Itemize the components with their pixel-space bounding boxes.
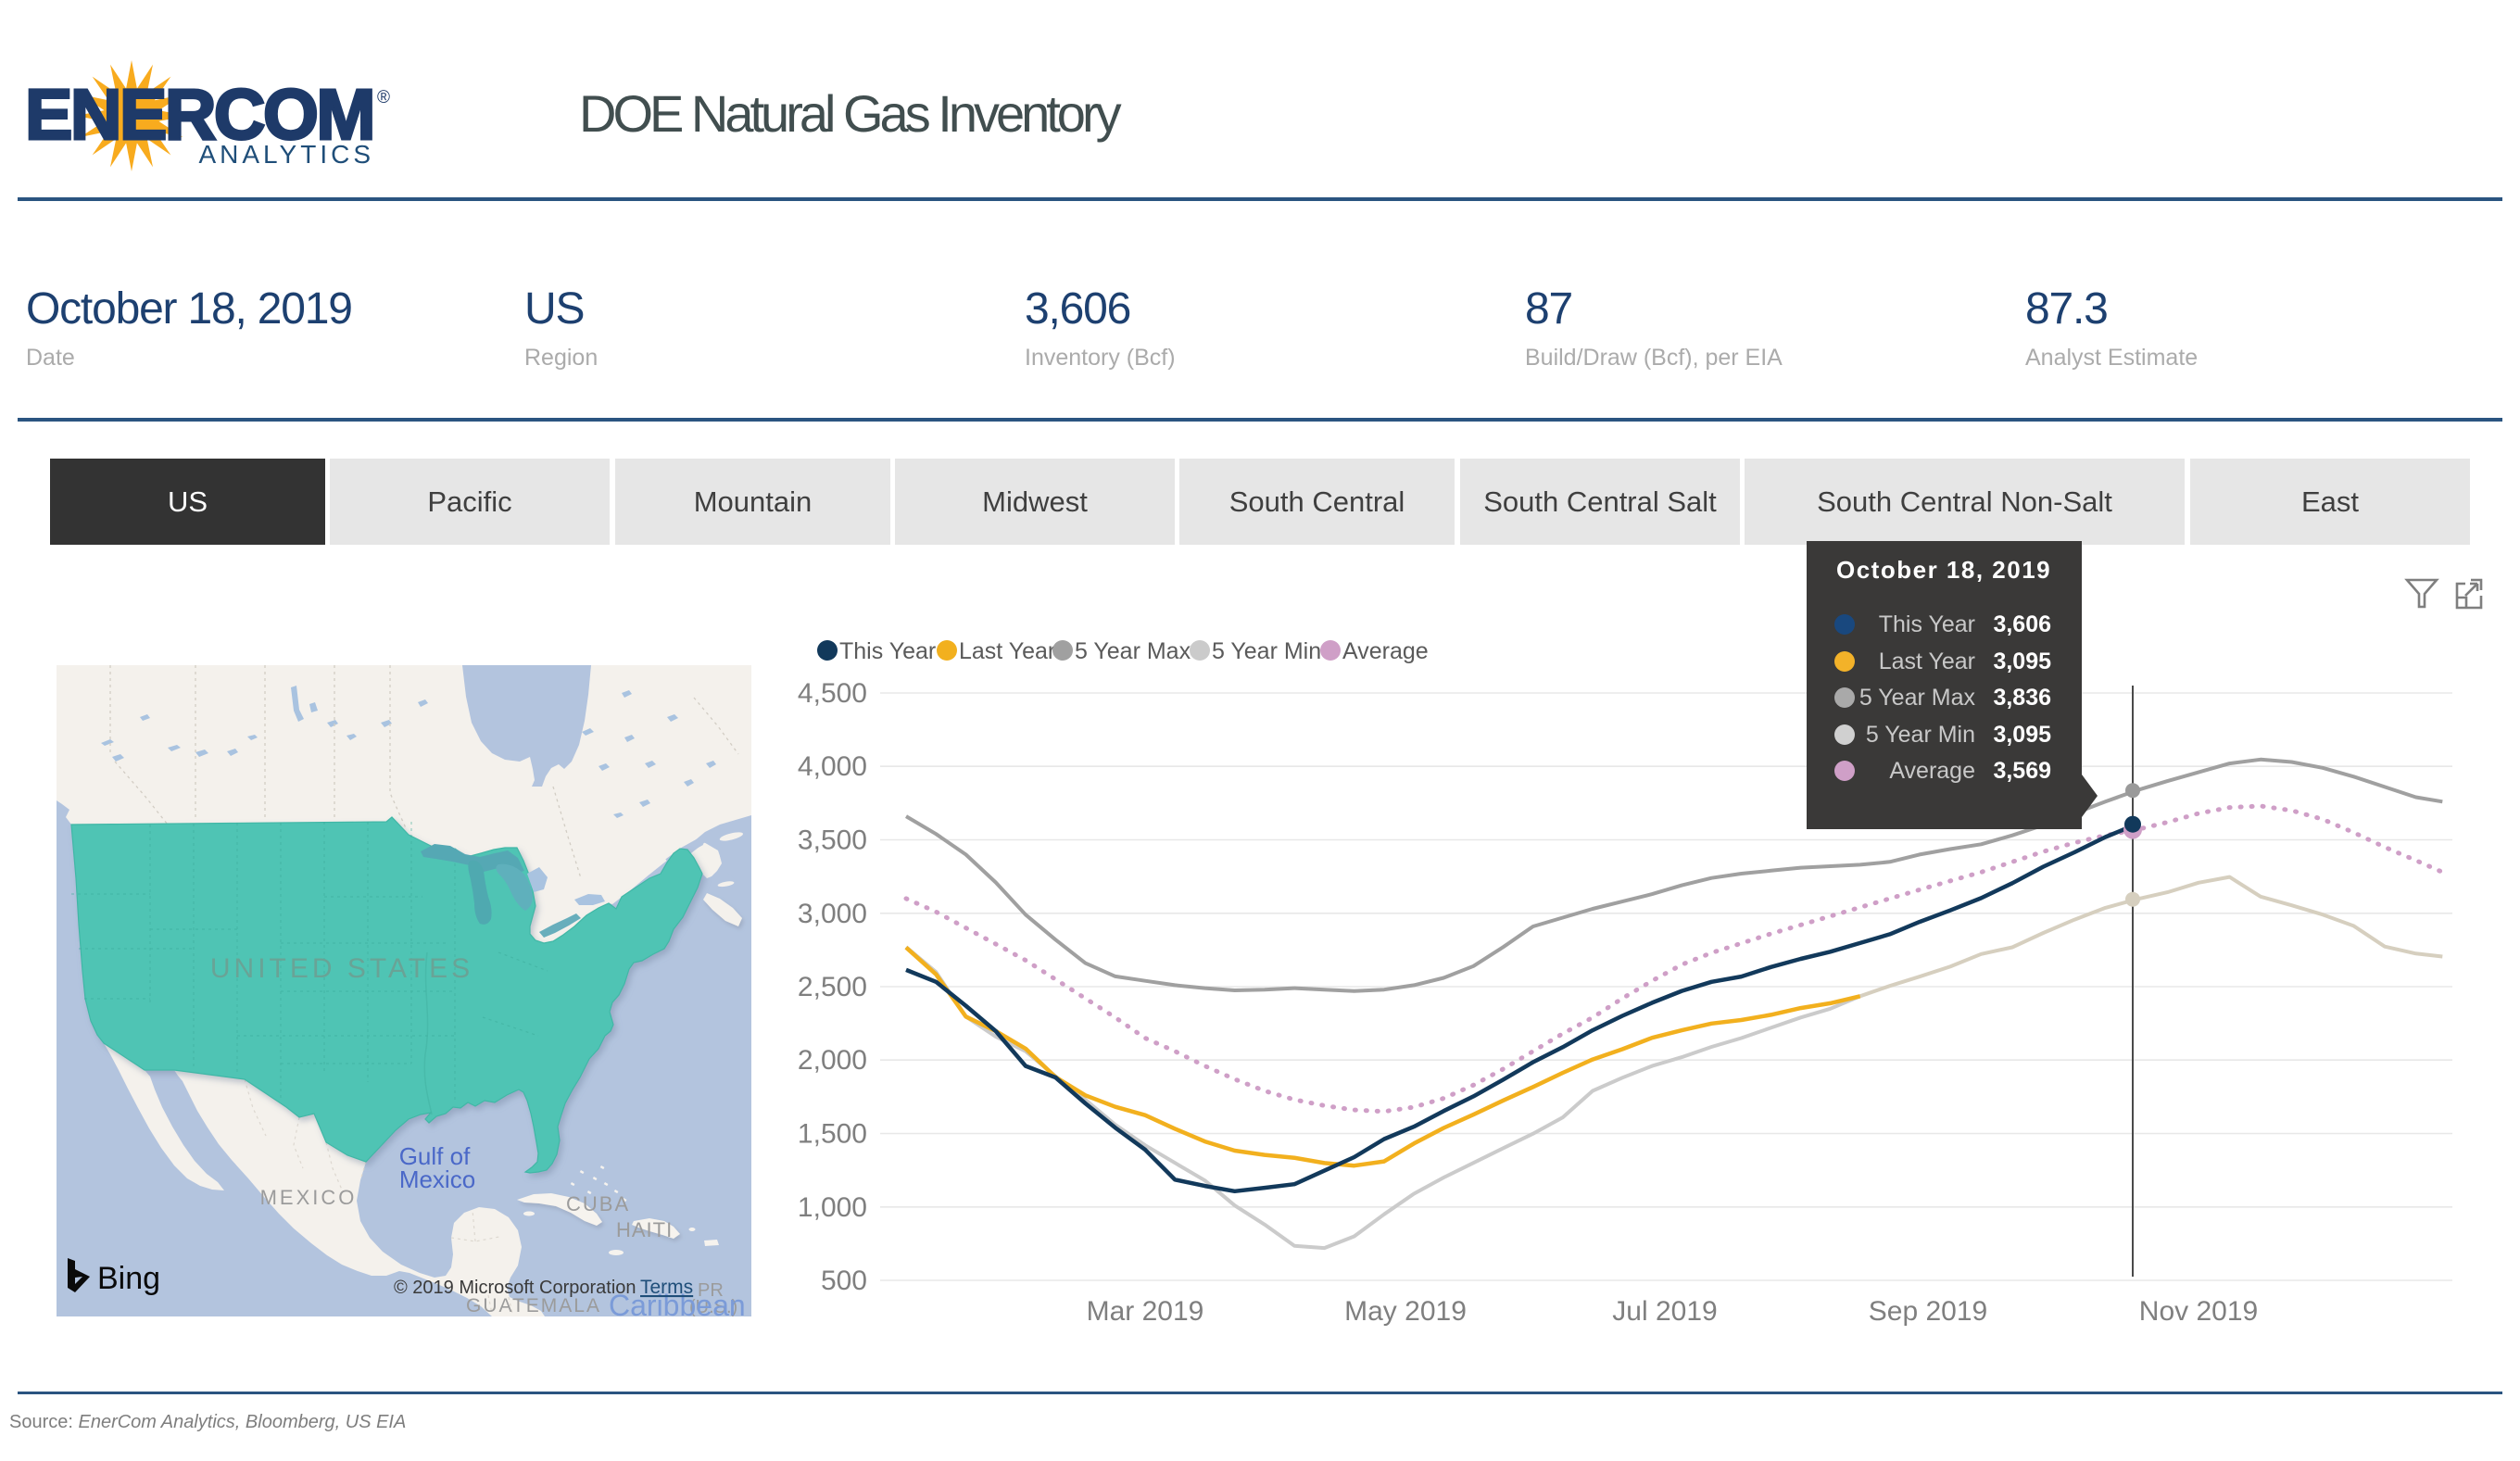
svg-text:(U.S.): (U.S.) [689,1297,737,1316]
svg-text:Last Year: Last Year [959,638,1055,664]
svg-text:CUBA: CUBA [566,1192,630,1215]
svg-text:500: 500 [821,1266,867,1296]
svg-text:5 Year Min: 5 Year Min [1212,638,1321,664]
svg-text:HAITI: HAITI [616,1218,673,1241]
svg-text:UNITED STATES: UNITED STATES [210,953,473,984]
svg-text:This Year: This Year [839,638,936,664]
svg-text:3,500: 3,500 [798,825,867,856]
svg-text:Bing: Bing [97,1261,160,1296]
svg-text:Caribbean Sea: Caribbean Sea [609,1289,751,1316]
svg-text:© 2019 Microsoft Corporation: © 2019 Microsoft Corporation [394,1278,636,1298]
svg-text:Nov 2019: Nov 2019 [2139,1296,2258,1327]
svg-text:2,500: 2,500 [798,972,867,1002]
svg-text:4,000: 4,000 [798,751,867,782]
svg-text:MEXICO: MEXICO [260,1186,358,1209]
svg-text:Gulf of: Gulf of [399,1142,471,1170]
svg-text:3,000: 3,000 [798,899,867,929]
svg-text:2,000: 2,000 [798,1045,867,1076]
svg-text:5 Year Max: 5 Year Max [1075,638,1191,664]
svg-text:Sep 2019: Sep 2019 [1869,1296,1987,1327]
svg-text:1,000: 1,000 [798,1192,867,1223]
svg-text:Jul 2019: Jul 2019 [1612,1296,1717,1327]
svg-text:May 2019: May 2019 [1344,1296,1467,1327]
svg-text:Terms: Terms [640,1277,693,1298]
svg-text:PR: PR [698,1280,724,1301]
svg-text:GUATEMALA: GUATEMALA [466,1295,601,1316]
svg-text:Average: Average [1342,638,1429,664]
svg-text:1,500: 1,500 [798,1119,867,1150]
svg-text:Mexico: Mexico [399,1165,475,1193]
svg-text:4,500: 4,500 [798,678,867,709]
svg-text:Mar 2019: Mar 2019 [1087,1296,1204,1327]
